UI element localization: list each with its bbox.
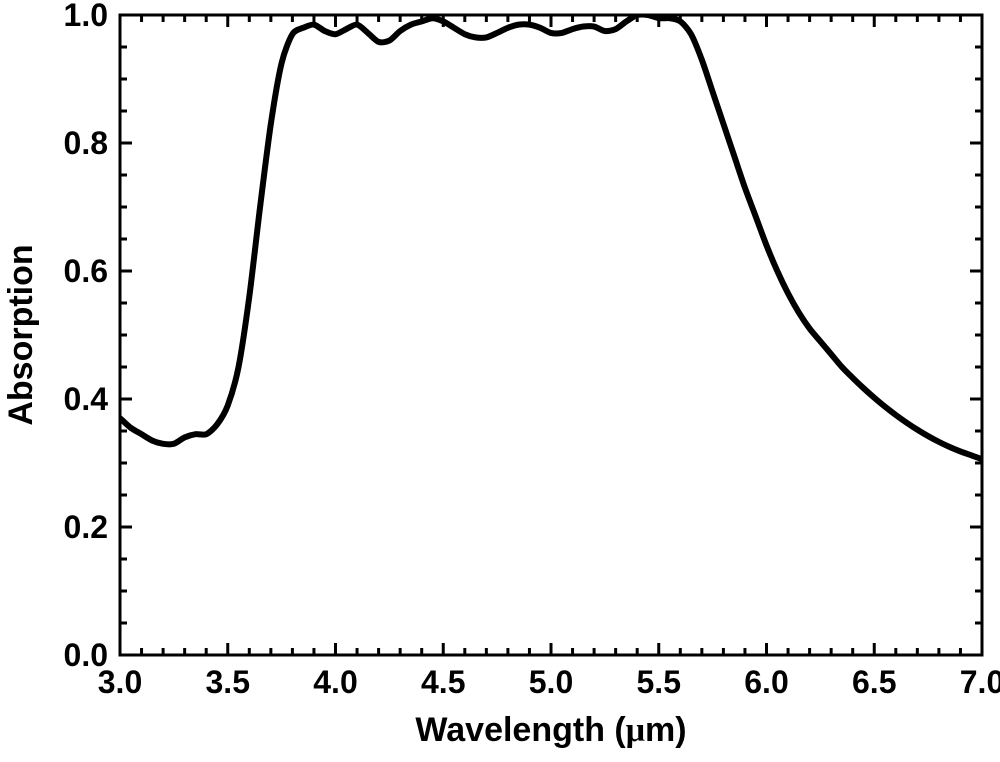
x-tick-label: 6.5 (852, 664, 896, 700)
x-axis-label: Wavelength (μm) (415, 711, 686, 749)
y-tick-label: 0.0 (64, 637, 108, 673)
y-tick-label: 1.0 (64, 0, 108, 33)
absorption-line-chart: 3.03.54.04.55.05.56.06.57.00.00.20.40.60… (0, 0, 1000, 762)
y-tick-label: 0.2 (64, 509, 108, 545)
x-tick-label: 6.0 (744, 664, 788, 700)
chart-bg (0, 0, 1000, 762)
chart-svg: 3.03.54.04.55.05.56.06.57.00.00.20.40.60… (0, 0, 1000, 762)
x-tick-label: 7.0 (960, 664, 1000, 700)
x-tick-label: 5.0 (529, 664, 573, 700)
x-tick-label: 3.5 (206, 664, 250, 700)
y-axis-label: Absorption (2, 244, 40, 425)
x-tick-label: 5.5 (637, 664, 681, 700)
x-tick-label: 4.5 (421, 664, 465, 700)
y-tick-label: 0.4 (64, 381, 109, 417)
x-tick-label: 4.0 (313, 664, 357, 700)
y-tick-label: 0.6 (64, 253, 108, 289)
y-tick-label: 0.8 (64, 125, 108, 161)
